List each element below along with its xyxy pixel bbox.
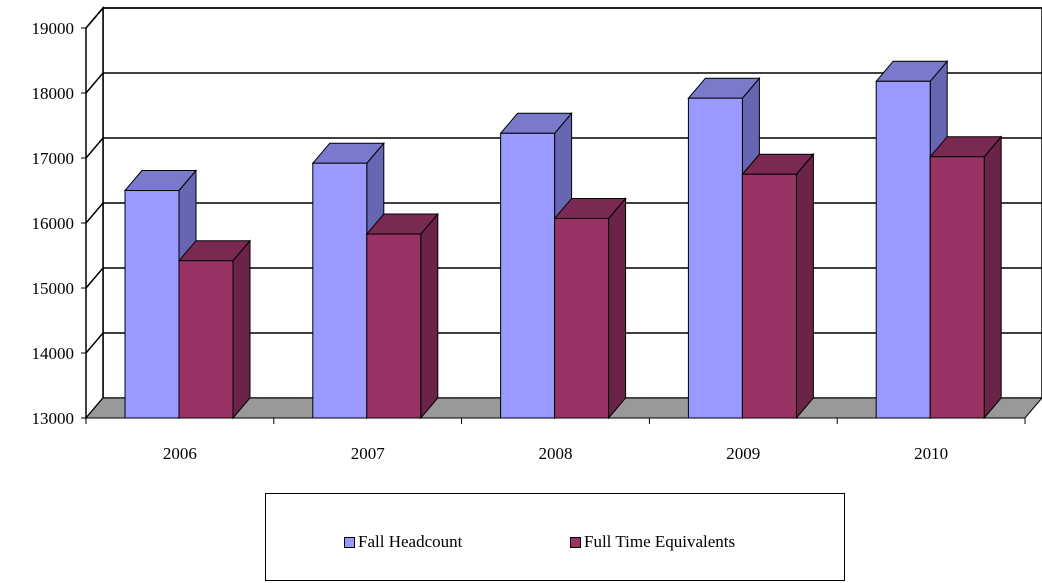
- bar-side-full-time-equivalents-2009: [795, 152, 814, 420]
- bar-side-full-time-equivalents-2010: [983, 135, 1002, 420]
- gridline-18000: [85, 72, 1042, 94]
- x-tick-label-2006: 2006: [163, 444, 197, 463]
- bar-front-fall-headcount-2007: [312, 162, 368, 419]
- bar-side-full-time-equivalents-2006: [232, 239, 251, 420]
- bar-full-time-equivalents-2010: [929, 135, 1003, 420]
- legend-item-fall-headcount: Fall Headcount: [344, 532, 462, 552]
- legend-item-full-time-equivalents: Full Time Equivalents: [570, 532, 735, 552]
- y-tick-label-15000: 15000: [32, 279, 75, 298]
- bar-full-time-equivalents-2008: [553, 197, 627, 420]
- y-tick-label-14000: 14000: [32, 344, 75, 363]
- bar-chart: 13000 14000 15000 16000 17000 18000 19000 2006…: [32, 5, 1042, 463]
- bar-full-time-equivalents-2009: [741, 152, 815, 420]
- y-axis-ticks: 13000 14000 15000 16000 17000 18000 19000: [32, 19, 86, 428]
- bar-front-full-time-equivalents-2008: [554, 217, 610, 419]
- gridline-19000: [85, 7, 1042, 29]
- y-tick-label-18000: 18000: [32, 84, 75, 103]
- bar-front-full-time-equivalents-2006: [178, 260, 234, 419]
- x-axis: 2006 2007 2008 2009 2010: [85, 28, 1026, 463]
- y-tick-label-17000: 17000: [32, 149, 75, 168]
- y-tick-label-19000: 19000: [32, 19, 75, 38]
- legend-swatch-fall-headcount: [344, 536, 355, 548]
- x-tick-label-2009: 2009: [726, 444, 760, 463]
- legend-swatch-full-time-equivalents: [570, 536, 581, 548]
- bar-front-fall-headcount-2008: [500, 132, 556, 419]
- bar-side-full-time-equivalents-2007: [420, 212, 439, 420]
- x-tick-label-2007: 2007: [351, 444, 386, 463]
- bar-front-fall-headcount-2010: [875, 80, 931, 419]
- x-tick-label-2010: 2010: [914, 444, 948, 463]
- bars: [123, 59, 1003, 420]
- x-tick-label-2008: 2008: [539, 444, 573, 463]
- bar-full-time-equivalents-2007: [365, 212, 439, 420]
- bar-front-full-time-equivalents-2007: [366, 233, 422, 419]
- legend-label-full-time-equivalents: Full Time Equivalents: [584, 532, 736, 551]
- bar-side-full-time-equivalents-2008: [608, 197, 627, 420]
- legend-label-fall-headcount: Fall Headcount: [358, 532, 463, 551]
- y-tick-label-16000: 16000: [32, 214, 75, 233]
- bar-front-full-time-equivalents-2009: [741, 173, 797, 419]
- bar-front-fall-headcount-2006: [124, 190, 180, 419]
- y-tick-label-13000: 13000: [32, 409, 75, 428]
- bar-full-time-equivalents-2006: [177, 239, 252, 420]
- bar-front-full-time-equivalents-2010: [929, 156, 985, 419]
- bar-front-fall-headcount-2009: [687, 97, 743, 419]
- legend: Fall Headcount Full Time Equivalents: [265, 493, 845, 581]
